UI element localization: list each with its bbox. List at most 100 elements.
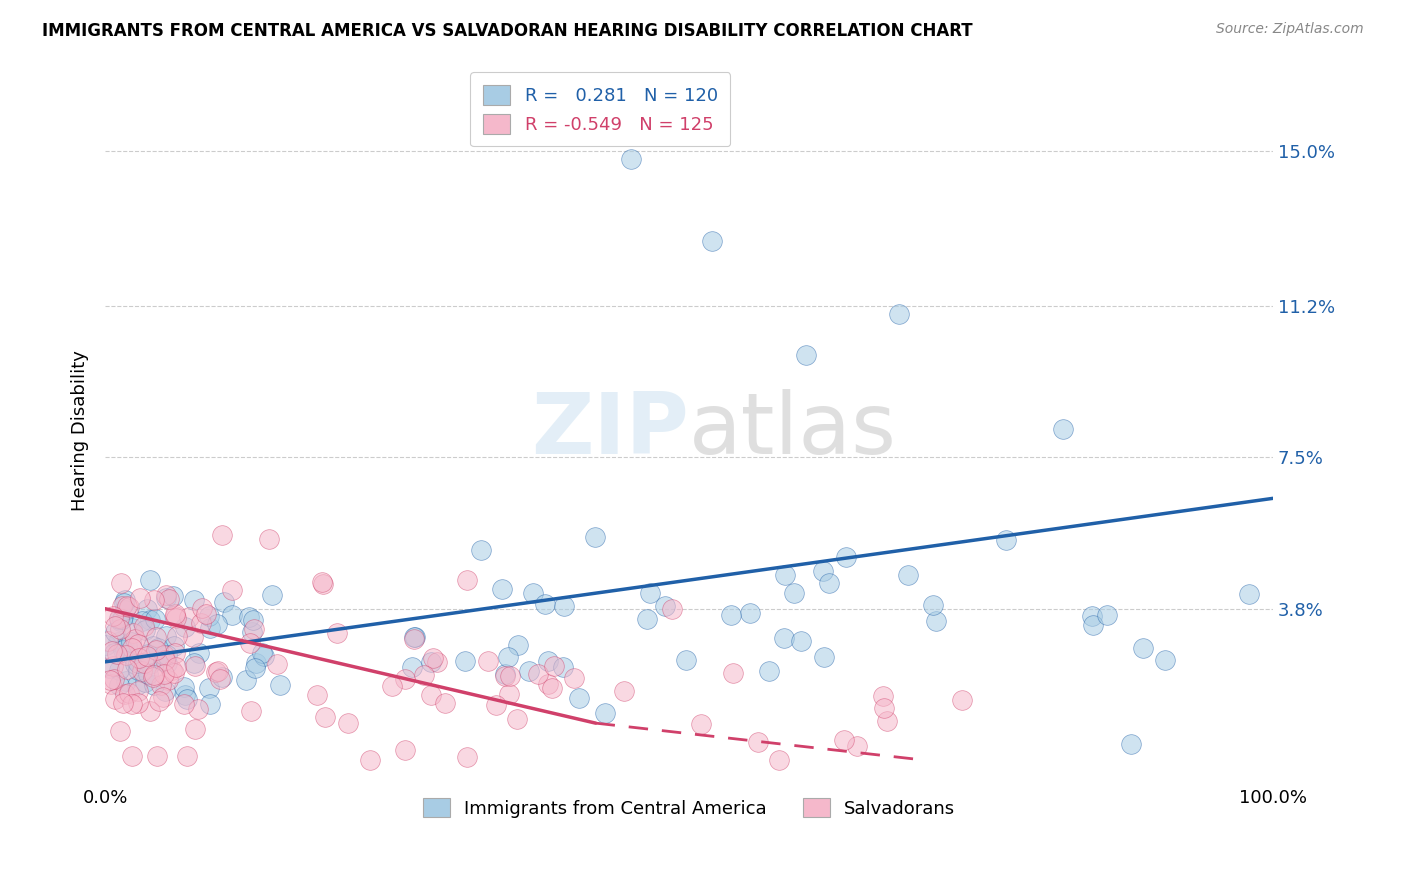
Point <box>426 655 449 669</box>
Point <box>191 600 214 615</box>
Point <box>1083 617 1105 632</box>
Point <box>176 691 198 706</box>
Point <box>1052 422 1074 436</box>
Point <box>950 693 973 707</box>
Legend: Immigrants from Central America, Salvadorans: Immigrants from Central America, Salvado… <box>415 790 963 825</box>
Point <box>101 609 124 624</box>
Point <box>394 743 416 757</box>
Point <box>114 648 136 662</box>
Point <box>127 656 149 670</box>
Text: IMMIGRANTS FROM CENTRAL AMERICA VS SALVADORAN HEARING DISABILITY CORRELATION CHA: IMMIGRANTS FROM CENTRAL AMERICA VS SALVA… <box>42 22 973 40</box>
Point <box>240 625 263 640</box>
Point <box>434 697 457 711</box>
Point <box>107 611 129 625</box>
Point <box>419 689 441 703</box>
Point <box>129 591 152 605</box>
Point <box>198 681 221 695</box>
Point <box>124 653 146 667</box>
Point <box>132 656 155 670</box>
Point <box>783 585 806 599</box>
Point <box>593 706 616 720</box>
Point <box>112 640 135 654</box>
Point <box>1081 609 1104 624</box>
Point <box>142 593 165 607</box>
Point <box>205 617 228 632</box>
Point <box>136 647 159 661</box>
Point <box>188 646 211 660</box>
Point <box>111 642 134 657</box>
Point <box>155 591 177 606</box>
Point <box>359 753 381 767</box>
Point <box>111 697 134 711</box>
Point <box>118 600 141 615</box>
Point <box>872 690 894 704</box>
Point <box>897 568 920 582</box>
Point <box>922 598 945 612</box>
Point <box>404 632 426 646</box>
Point <box>153 653 176 667</box>
Point <box>190 616 212 631</box>
Point <box>98 673 121 688</box>
Point <box>845 739 868 753</box>
Point <box>121 748 143 763</box>
Point <box>142 670 165 684</box>
Point <box>131 615 153 629</box>
Point <box>498 687 520 701</box>
Point <box>176 748 198 763</box>
Point <box>813 649 835 664</box>
Point <box>1119 737 1142 751</box>
Point <box>139 657 162 672</box>
Point <box>266 657 288 672</box>
Point <box>110 575 132 590</box>
Point <box>138 613 160 627</box>
Point <box>235 673 257 687</box>
Point <box>148 694 170 708</box>
Point <box>889 308 911 322</box>
Point <box>155 588 177 602</box>
Point <box>690 717 713 731</box>
Point <box>163 639 186 653</box>
Point <box>107 634 129 648</box>
Point <box>107 612 129 626</box>
Point <box>121 697 143 711</box>
Point <box>508 638 530 652</box>
Point <box>115 674 138 689</box>
Point <box>402 631 425 645</box>
Point <box>142 678 165 692</box>
Point <box>553 599 575 614</box>
Point <box>522 586 544 600</box>
Point <box>162 590 184 604</box>
Point <box>721 665 744 680</box>
Text: ZIP: ZIP <box>531 390 689 473</box>
Point <box>183 631 205 645</box>
Point <box>211 669 233 683</box>
Point <box>124 632 146 647</box>
Point <box>143 612 166 626</box>
Point <box>834 549 856 564</box>
Point <box>132 619 155 633</box>
Point <box>1154 653 1177 667</box>
Point <box>775 567 797 582</box>
Point <box>207 664 229 678</box>
Point <box>419 655 441 669</box>
Point <box>211 528 233 542</box>
Point <box>145 630 167 644</box>
Point <box>177 610 200 624</box>
Point <box>114 687 136 701</box>
Point <box>496 650 519 665</box>
Point <box>103 659 125 673</box>
Point <box>136 602 159 616</box>
Point <box>326 626 349 640</box>
Point <box>138 667 160 681</box>
Point <box>142 639 165 653</box>
Point <box>613 684 636 698</box>
Point <box>114 593 136 607</box>
Point <box>620 152 643 166</box>
Point <box>163 609 186 624</box>
Point <box>245 661 267 675</box>
Point <box>242 614 264 628</box>
Point <box>103 672 125 686</box>
Point <box>104 692 127 706</box>
Point <box>477 654 499 668</box>
Point <box>221 582 243 597</box>
